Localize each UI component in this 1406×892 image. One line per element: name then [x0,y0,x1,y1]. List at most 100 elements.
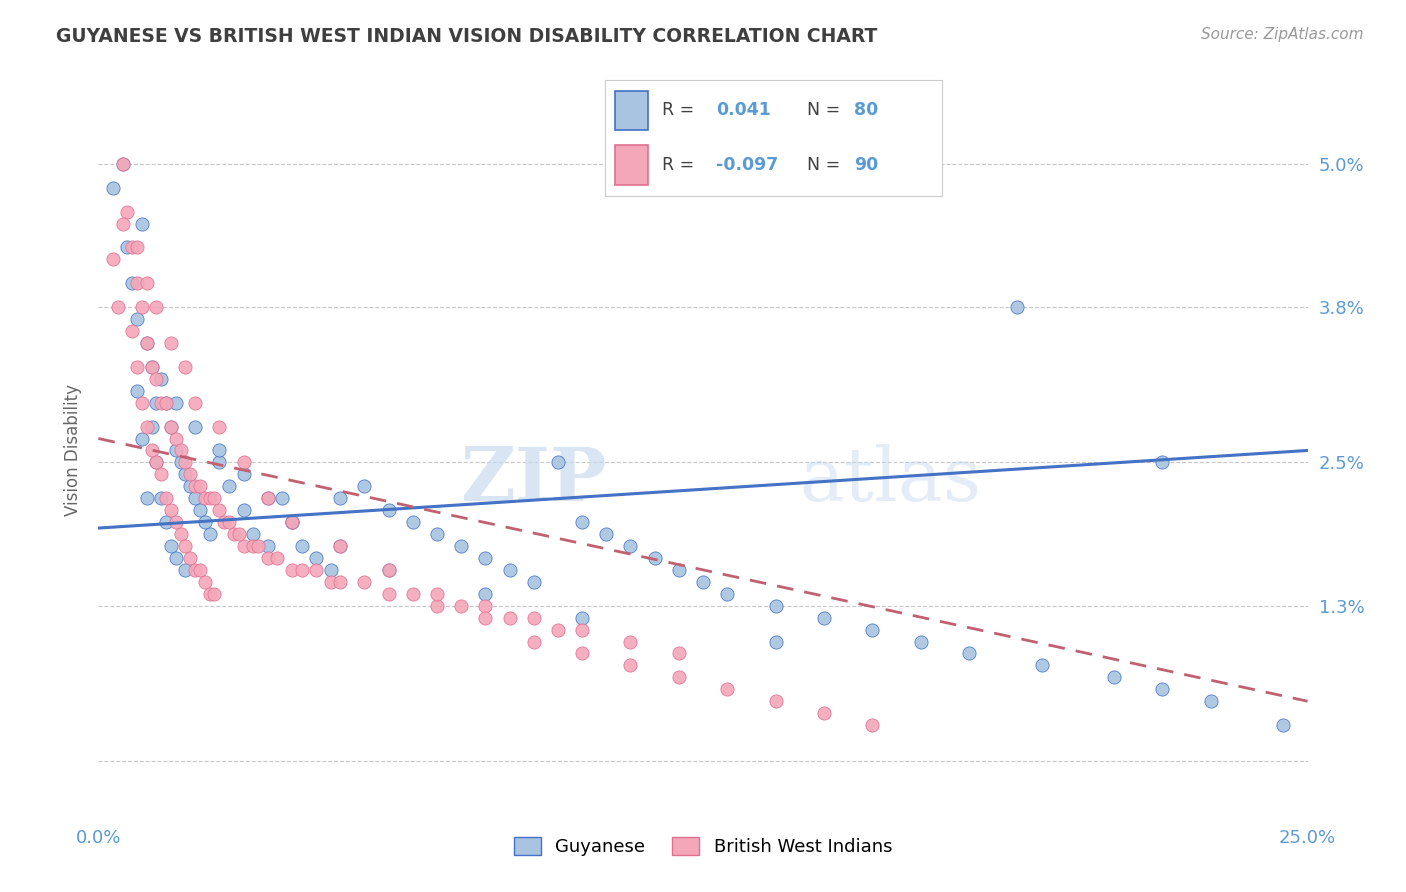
Point [150,372,173,386]
Point [571,515,593,529]
Point [281,515,304,529]
Point [644,550,666,565]
Point [194,491,217,506]
Point [127,277,149,291]
Point [179,550,201,565]
Point [174,455,197,469]
Point [281,515,304,529]
Point [111,157,134,171]
Point [155,395,177,409]
Point [121,240,143,254]
Point [145,455,167,469]
Legend: Guyanese, British West Indians: Guyanese, British West Indians [506,830,900,863]
Point [135,419,157,434]
Text: atlas: atlas [800,443,981,516]
Point [198,527,221,541]
Point [145,372,167,386]
Point [145,395,167,409]
Point [135,277,157,291]
Point [141,359,163,374]
Point [127,312,149,326]
Point [377,503,399,517]
Point [145,300,167,314]
Point [1272,718,1295,732]
Point [232,467,254,482]
Point [668,670,690,684]
Point [860,623,883,637]
Point [813,706,835,721]
Point [1007,300,1029,314]
Point [765,634,787,648]
Point [179,479,201,493]
Text: N =: N = [807,156,841,174]
Point [174,539,197,553]
Point [194,574,217,589]
Point [305,563,328,577]
Point [111,157,134,171]
Point [174,563,197,577]
Point [232,455,254,469]
Point [165,432,187,446]
Point [247,539,270,553]
Point [256,491,278,506]
Point [319,574,342,589]
Point [474,610,496,624]
Point [212,515,235,529]
Point [131,300,153,314]
Point [131,217,153,231]
Point [571,647,593,661]
Point [329,539,352,553]
Point [910,634,932,648]
Point [141,419,163,434]
Point [184,479,207,493]
Point [101,180,124,194]
FancyBboxPatch shape [614,91,648,130]
Point [184,563,207,577]
Point [619,658,641,673]
Point [271,491,294,506]
Text: R =: R = [662,156,695,174]
Point [353,479,375,493]
Point [228,527,250,541]
Point [571,610,593,624]
Point [117,240,139,254]
Point [165,550,187,565]
Point [101,252,124,267]
Text: 90: 90 [855,156,879,174]
Point [218,479,240,493]
Point [523,634,546,648]
Point [498,610,520,624]
Point [127,359,149,374]
Point [194,515,217,529]
Point [266,550,288,565]
Point [242,539,264,553]
Point [450,599,472,613]
Point [188,563,211,577]
Point [174,359,197,374]
Text: 80: 80 [855,102,879,120]
Point [523,574,546,589]
Point [208,419,231,434]
Point [165,395,187,409]
Point [765,599,787,613]
Point [450,539,472,553]
Point [716,682,738,697]
Point [232,539,254,553]
Point [547,623,569,637]
Point [150,395,173,409]
Point [498,563,520,577]
Point [1199,694,1222,708]
Point [141,443,163,458]
Point [1031,658,1053,673]
Point [160,539,183,553]
Point [121,324,143,338]
Point [155,395,177,409]
Point [377,563,399,577]
Point [353,574,375,589]
Point [1152,455,1174,469]
Point [218,515,240,529]
Point [402,587,425,601]
Point [232,503,254,517]
Text: Source: ZipAtlas.com: Source: ZipAtlas.com [1201,27,1364,42]
Point [426,587,449,601]
